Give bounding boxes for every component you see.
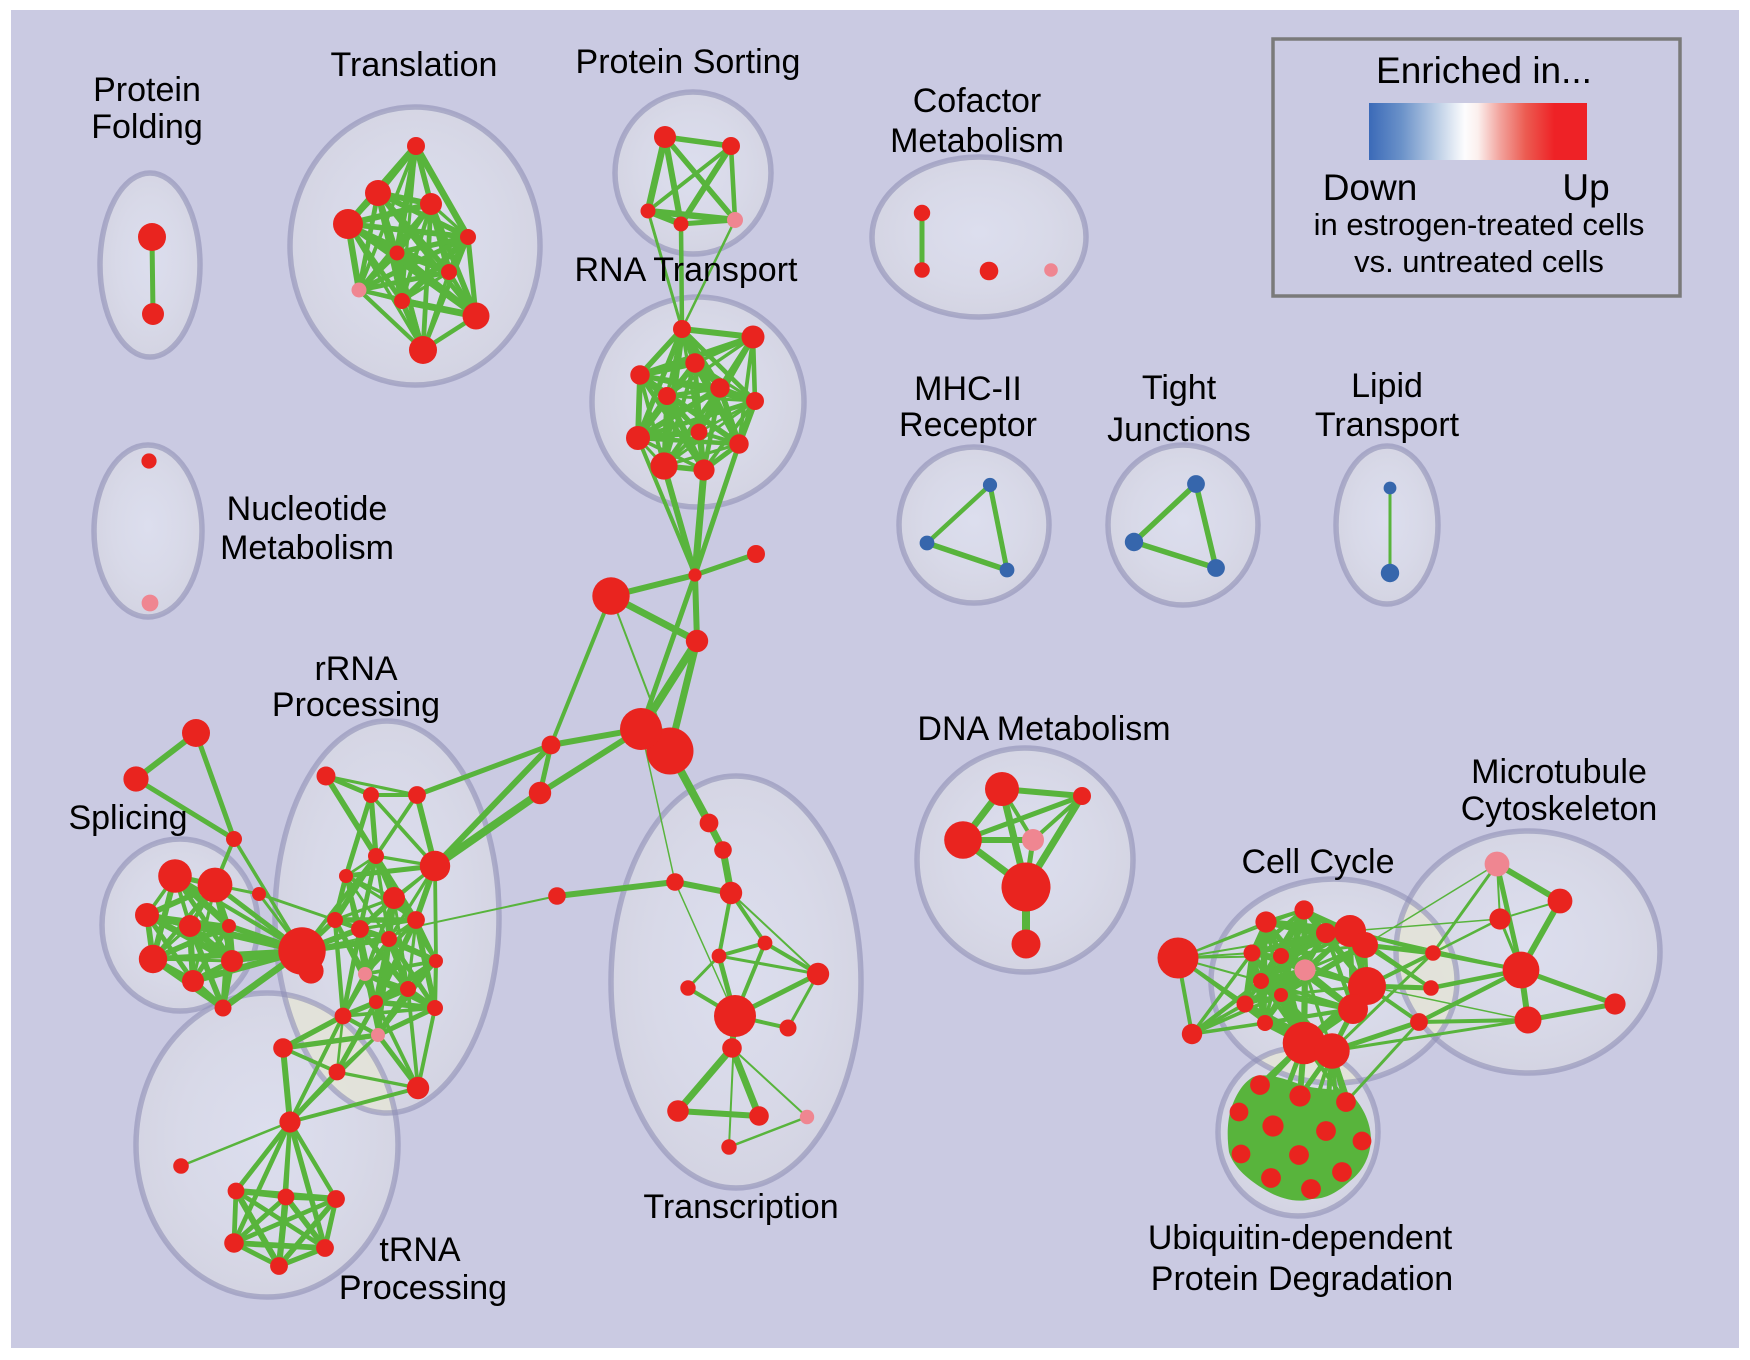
svg-text:Microtubule: Microtubule (1471, 753, 1647, 791)
svg-text:Splicing: Splicing (68, 799, 187, 837)
svg-text:vs. untreated cells: vs. untreated cells (1354, 244, 1604, 279)
svg-text:Cytoskeleton: Cytoskeleton (1461, 790, 1658, 828)
svg-text:RNA Transport: RNA Transport (575, 251, 799, 289)
svg-text:Processing: Processing (339, 1269, 507, 1307)
svg-text:Processing: Processing (272, 686, 440, 724)
svg-text:Lipid: Lipid (1351, 367, 1423, 405)
svg-text:Folding: Folding (91, 108, 203, 146)
svg-text:DNA Metabolism: DNA Metabolism (917, 710, 1170, 748)
svg-text:Transcription: Transcription (643, 1188, 838, 1226)
svg-text:Enriched in...: Enriched in... (1376, 50, 1592, 91)
svg-text:Protein Sorting: Protein Sorting (576, 43, 801, 81)
svg-text:rRNA: rRNA (314, 650, 397, 688)
svg-text:Receptor: Receptor (899, 406, 1037, 444)
svg-text:Down: Down (1323, 167, 1418, 208)
svg-text:Up: Up (1562, 167, 1609, 208)
svg-text:in estrogen-treated cells: in estrogen-treated cells (1314, 207, 1645, 242)
svg-text:Metabolism: Metabolism (220, 529, 394, 567)
svg-text:MHC-II: MHC-II (914, 370, 1022, 408)
svg-text:Protein: Protein (93, 71, 201, 109)
svg-text:Ubiquitin-dependent: Ubiquitin-dependent (1148, 1219, 1453, 1257)
svg-text:tRNA: tRNA (379, 1231, 461, 1269)
svg-text:Translation: Translation (331, 46, 498, 84)
svg-text:Metabolism: Metabolism (890, 122, 1064, 160)
svg-text:Junctions: Junctions (1107, 411, 1251, 449)
svg-text:Nucleotide: Nucleotide (227, 490, 388, 528)
svg-text:Cofactor: Cofactor (913, 82, 1042, 120)
svg-text:Cell Cycle: Cell Cycle (1241, 843, 1394, 881)
svg-text:Tight: Tight (1142, 369, 1217, 407)
svg-text:Protein Degradation: Protein Degradation (1151, 1260, 1453, 1298)
svg-text:Transport: Transport (1315, 406, 1460, 444)
